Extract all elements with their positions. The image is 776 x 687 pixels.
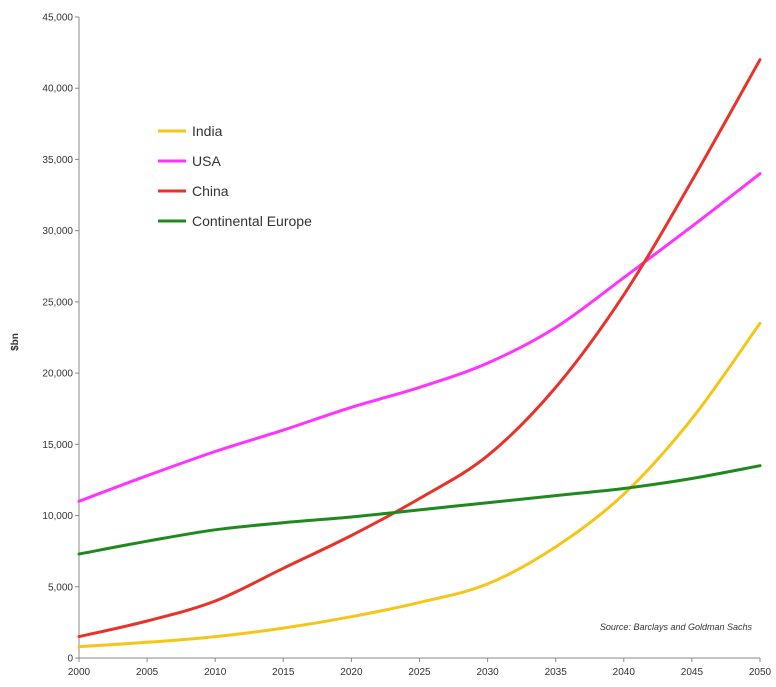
series-lines [77, 58, 762, 649]
x-tick-label: 2015 [272, 667, 295, 678]
x-tick-label: 2045 [681, 667, 704, 678]
y-tick-label: 5,000 [48, 582, 73, 593]
y-axis-label: $bn [10, 333, 21, 351]
y-tick-label: 25,000 [42, 297, 73, 308]
y-tick-label: 10,000 [42, 511, 73, 522]
y-tick-label: 0 [67, 654, 73, 665]
legend-label-usa: USA [192, 153, 221, 169]
x-tick-label: 2035 [545, 667, 568, 678]
series-line-india [77, 321, 762, 649]
y-tick-label: 35,000 [42, 155, 73, 166]
x-tick-label: 2050 [749, 667, 772, 678]
x-tick-label: 2000 [68, 667, 91, 678]
x-tick-label: 2030 [476, 667, 499, 678]
series-line-china [77, 58, 762, 639]
legend-label-india: India [192, 123, 223, 139]
x-tick-label: 2020 [340, 667, 363, 678]
x-axis-ticks: 2000 2005 2010 2015 2020 2025 2030 2035 2040 2045… [68, 658, 772, 678]
series-line-continental-europe [77, 464, 762, 556]
axes [78, 17, 760, 659]
x-tick-label: 2005 [136, 667, 159, 678]
y-tick-label: 40,000 [42, 84, 73, 95]
x-tick-label: 2010 [204, 667, 227, 678]
y-tick-label: 20,000 [42, 369, 73, 380]
y-tick-label: 45,000 [42, 13, 73, 24]
y-axis-ticks: 0 5,000 10,000 15,000 20,000 25,000 30,000 35,0… [42, 13, 79, 665]
y-tick-label: 15,000 [42, 440, 73, 451]
y-tick-label: 30,000 [42, 226, 73, 237]
legend-label-china: China [192, 183, 229, 199]
source-note: Source: Barclays and Goldman Sachs [600, 622, 753, 632]
legend: India USA China Continental Europe [158, 123, 312, 229]
x-tick-label: 2040 [613, 667, 636, 678]
series-line-usa [77, 172, 762, 503]
legend-label-continental-europe: Continental Europe [192, 213, 312, 229]
x-tick-label: 2025 [408, 667, 431, 678]
